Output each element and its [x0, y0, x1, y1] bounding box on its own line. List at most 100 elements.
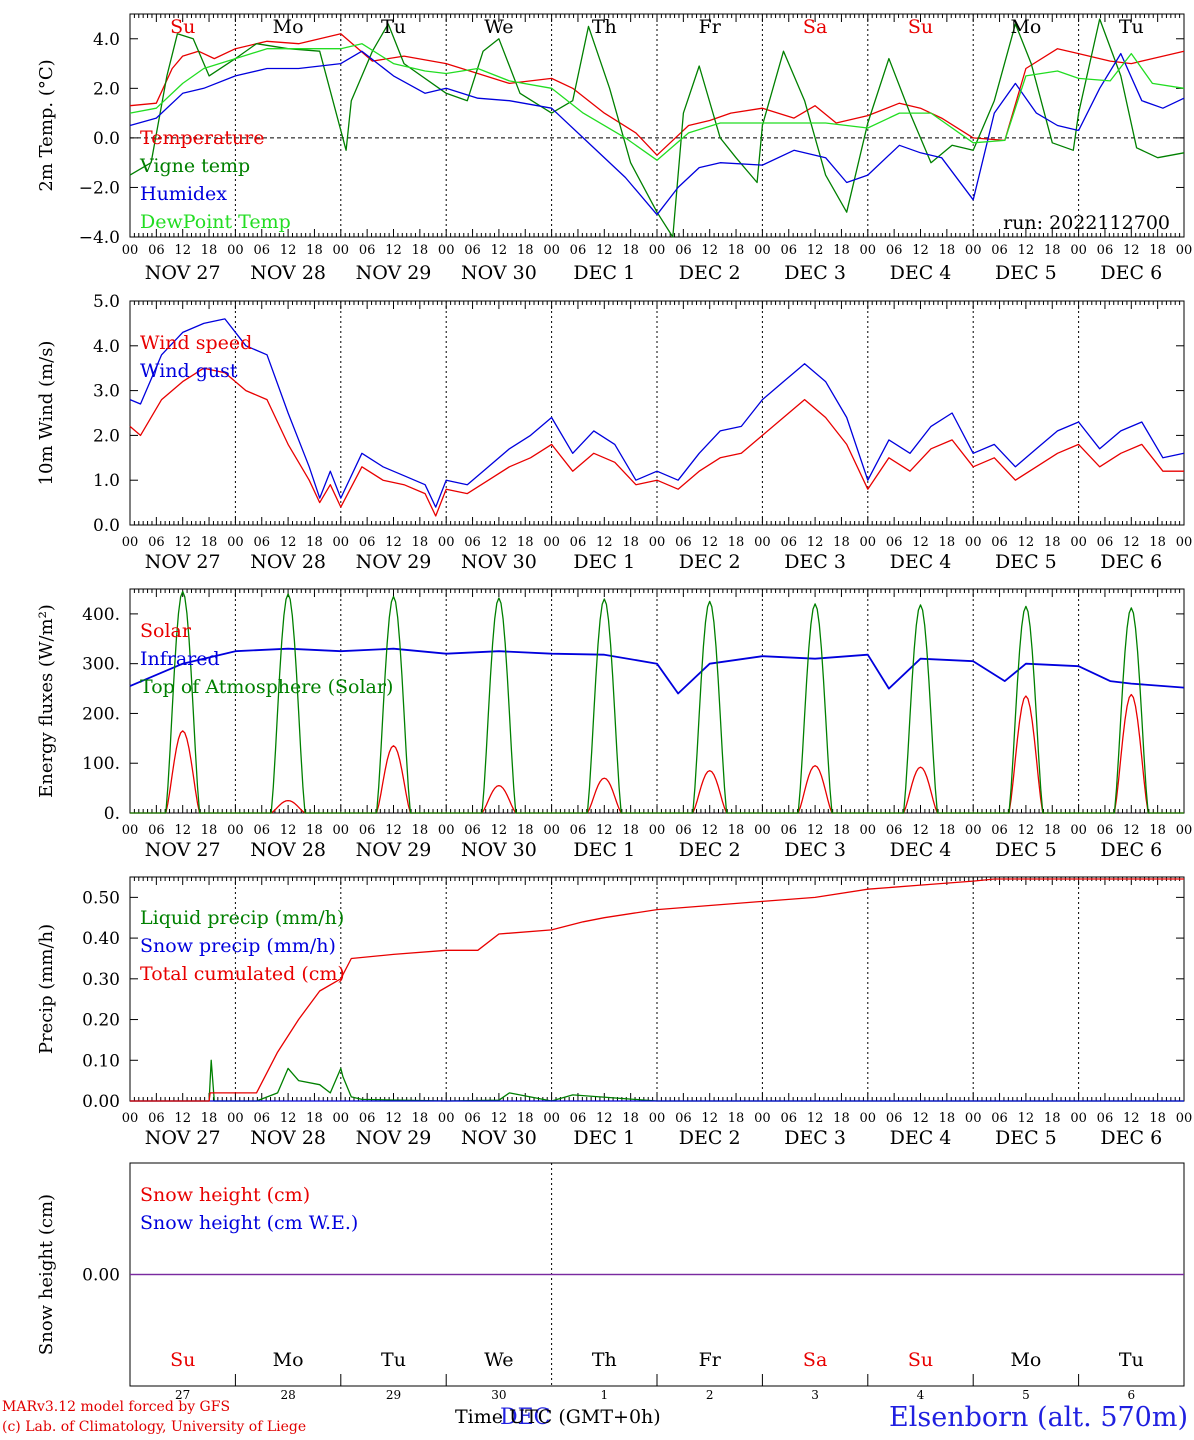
hour-label: 18 — [412, 535, 429, 550]
y-tick-label: 200. — [82, 704, 120, 724]
hour-label: 00 — [649, 1111, 666, 1126]
legend-entry: Snow precip (mm/h) — [140, 935, 336, 957]
weekday-label-top: Mo — [273, 16, 304, 38]
hour-label: 06 — [148, 535, 165, 550]
day-date-label: DEC 3 — [784, 839, 846, 861]
hour-label: 00 — [543, 823, 560, 838]
hour-label: 00 — [754, 823, 771, 838]
hour-label: 18 — [201, 1111, 218, 1126]
hour-label: 12 — [280, 823, 297, 838]
hour-label: 18 — [728, 823, 745, 838]
legend-entry: Top of Atmosphere (Solar) — [140, 676, 393, 698]
hour-label: 12 — [807, 1111, 824, 1126]
hour-label: 06 — [991, 823, 1008, 838]
hour-label: 12 — [596, 243, 613, 258]
series-line-top-of-atmosphere-solar — [130, 590, 1184, 814]
series-line-wind-speed — [129, 367, 1184, 517]
hour-label: 06 — [1097, 243, 1114, 258]
day-date-label: DEC 6 — [1100, 839, 1162, 861]
y-tick-label: 5.0 — [93, 292, 120, 312]
hour-label: 06 — [359, 243, 376, 258]
day-date-label: DEC 3 — [784, 262, 846, 284]
hour-label: 18 — [1044, 1111, 1061, 1126]
day-date-label: NOV 30 — [461, 839, 537, 861]
weekday-label-top: Su — [908, 16, 933, 38]
hour-label: 18 — [201, 823, 218, 838]
y-tick-label: 0.0 — [93, 516, 120, 536]
day-date-label: NOV 27 — [145, 839, 221, 861]
y-tick-label: 4.0 — [93, 30, 120, 50]
hour-label: 18 — [622, 243, 639, 258]
hour-label: 00 — [860, 535, 877, 550]
hour-label: 00 — [333, 1111, 350, 1126]
y-tick-label: 3.0 — [93, 382, 120, 402]
hour-label: 00 — [965, 823, 982, 838]
series-line-dewpoint-temp — [129, 43, 1185, 161]
hour-label: 00 — [965, 1111, 982, 1126]
hour-label: 06 — [991, 535, 1008, 550]
hour-label: 06 — [253, 243, 270, 258]
hour-label: 18 — [622, 535, 639, 550]
weekday-label-top: Tu — [381, 16, 406, 38]
station-name: Elsenborn (alt. 570m) — [889, 1402, 1188, 1433]
hour-label: 06 — [253, 823, 270, 838]
hour-label: 18 — [833, 1111, 850, 1126]
hour-label: 06 — [253, 1111, 270, 1126]
hour-label: 12 — [280, 1111, 297, 1126]
hour-label: 06 — [1097, 1111, 1114, 1126]
hour-label: 12 — [1123, 243, 1140, 258]
hour-label: 06 — [675, 823, 692, 838]
day-date-label: DEC 6 — [1100, 1127, 1162, 1149]
hour-label: 00 — [1176, 823, 1193, 838]
hour-label: 00 — [1176, 535, 1193, 550]
hour-label: 12 — [1018, 535, 1035, 550]
hour-label: 00 — [754, 243, 771, 258]
hour-label: 00 — [1176, 1111, 1193, 1126]
hour-label: 12 — [807, 823, 824, 838]
day-number-label: 5 — [1022, 1388, 1030, 1402]
y-tick-label: 0.30 — [82, 970, 120, 990]
y-tick-label: 0.00 — [82, 1092, 120, 1112]
day-date-label: DEC 6 — [1100, 551, 1162, 573]
hour-label: 12 — [1018, 243, 1035, 258]
hour-label: 00 — [438, 535, 455, 550]
day-number-label: 1 — [600, 1388, 608, 1402]
hour-label: 12 — [1123, 823, 1140, 838]
hour-label: 00 — [122, 243, 139, 258]
legend-entry: Wind gust — [140, 360, 238, 382]
hour-label: 00 — [438, 1111, 455, 1126]
weekday-label-bottom: Tu — [381, 1349, 406, 1371]
day-date-label: DEC 3 — [784, 1127, 846, 1149]
hour-label: 06 — [886, 1111, 903, 1126]
legend-entry: Infrared — [140, 648, 220, 670]
day-date-label: DEC 4 — [890, 551, 952, 573]
y-tick-label: 100. — [82, 754, 120, 774]
hour-label: 18 — [517, 823, 534, 838]
weekday-label-top: Mo — [1010, 16, 1041, 38]
hour-label: 00 — [543, 535, 560, 550]
hour-label: 00 — [333, 243, 350, 258]
hour-label: 12 — [912, 243, 929, 258]
legend-entry: Humidex — [140, 183, 227, 205]
day-date-label: NOV 28 — [250, 1127, 326, 1149]
hour-label: 06 — [991, 243, 1008, 258]
hour-label: 00 — [649, 243, 666, 258]
hour-label: 18 — [1149, 1111, 1166, 1126]
hour-label: 00 — [754, 535, 771, 550]
hour-label: 06 — [675, 1111, 692, 1126]
hour-label: 06 — [464, 535, 481, 550]
hour-label: 00 — [754, 1111, 771, 1126]
weekday-label-bottom: Mo — [273, 1349, 304, 1371]
hour-label: 00 — [1070, 535, 1087, 550]
hour-label: 12 — [807, 243, 824, 258]
day-date-label: NOV 29 — [356, 262, 432, 284]
hour-label: 18 — [939, 823, 956, 838]
hour-label: 12 — [596, 1111, 613, 1126]
weekday-label-top: Fr — [699, 16, 722, 38]
hour-label: 12 — [174, 1111, 191, 1126]
hour-label: 18 — [201, 243, 218, 258]
hour-label: 18 — [1044, 823, 1061, 838]
hour-label: 06 — [886, 823, 903, 838]
day-date-label: DEC 1 — [573, 1127, 635, 1149]
